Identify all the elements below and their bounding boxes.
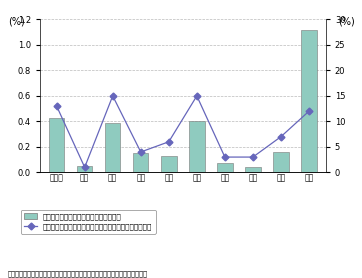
Bar xyxy=(161,156,177,172)
Y-axis label: (%): (%) xyxy=(8,16,25,26)
Bar xyxy=(273,152,289,172)
Y-axis label: (%): (%) xyxy=(338,16,355,26)
Legend: 外国人旅行客消費金額対域内総生産額比, 域内延べ宿泊人数に占める外国人旅行客の割合（右軸）: 外国人旅行客消費金額対域内総生産額比, 域内延べ宿泊人数に占める外国人旅行客の割… xyxy=(21,210,156,234)
Bar xyxy=(301,30,317,172)
Text: 資料：観光庁「訪日外国人消費動向調査」、「宿泊旅行統計調査」、日本政府: 資料：観光庁「訪日外国人消費動向調査」、「宿泊旅行統計調査」、日本政府 xyxy=(7,270,147,277)
Bar xyxy=(77,166,92,172)
Bar xyxy=(217,163,232,172)
Bar xyxy=(105,123,121,172)
Bar xyxy=(133,153,148,172)
Bar xyxy=(245,167,261,172)
Bar xyxy=(189,121,205,172)
Bar xyxy=(49,118,64,172)
